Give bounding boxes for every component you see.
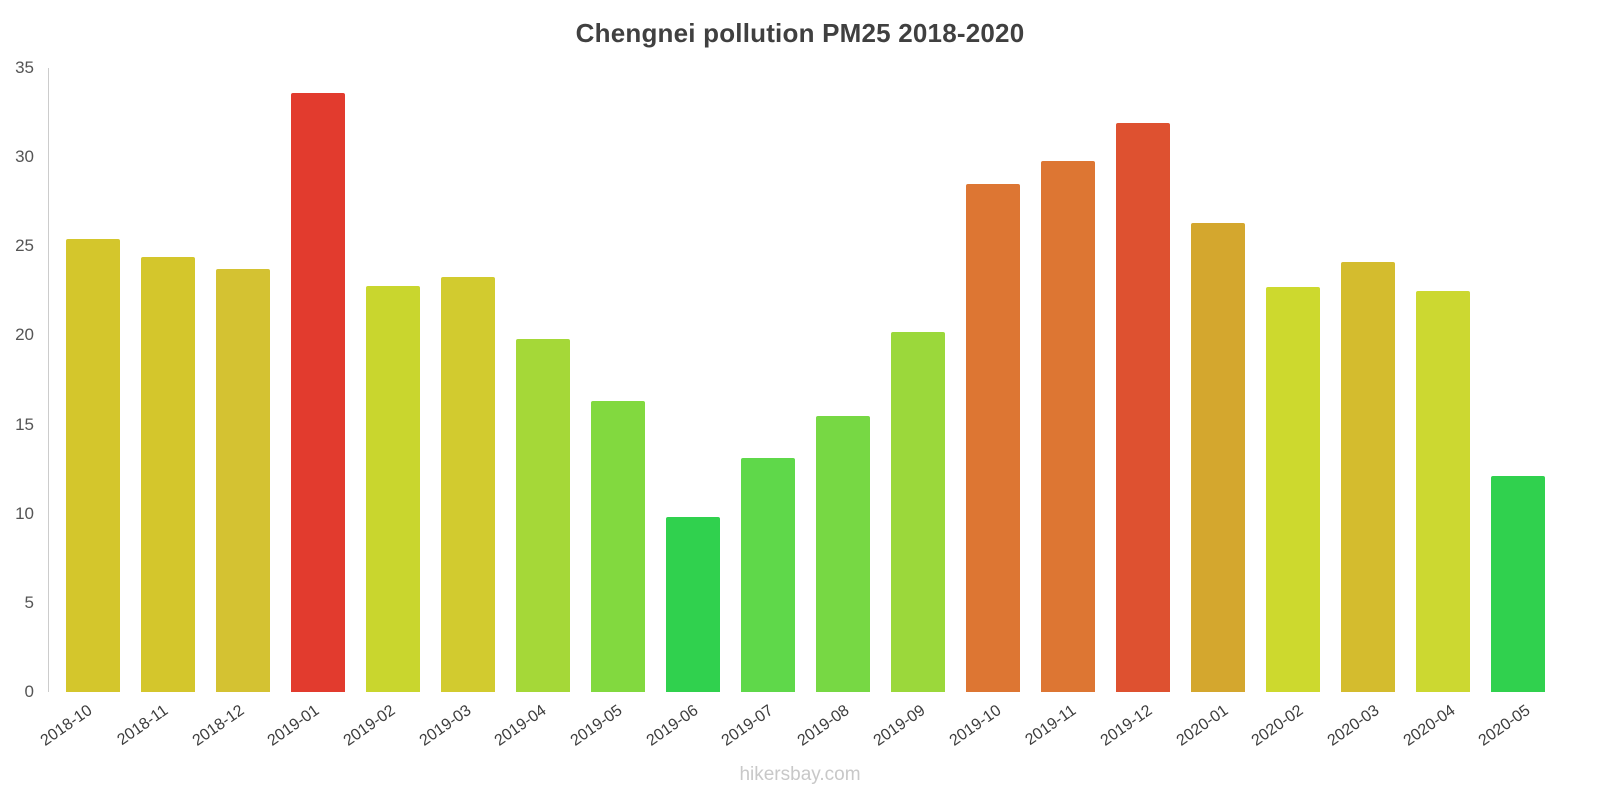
bar-slot-2019-02 (355, 68, 430, 692)
bar-2019-08 (815, 415, 870, 692)
x-label-2019-01: 2019-01 (264, 702, 323, 750)
bar-slot-2020-03 (1331, 68, 1406, 692)
x-label-2020-02: 2020-02 (1248, 702, 1307, 750)
y-tick-label-25: 25 (15, 236, 34, 256)
bar-2019-04 (515, 339, 570, 692)
bar-2019-06 (665, 517, 720, 692)
bar-2018-12 (215, 269, 270, 692)
bar-slot-2020-05 (1481, 68, 1556, 692)
bar-2019-12 (1116, 123, 1171, 692)
x-label-2019-05: 2019-05 (567, 702, 626, 750)
bar-slot-2019-10 (956, 68, 1031, 692)
y-axis: 0 5 10 15 20 25 30 35 (0, 58, 46, 701)
x-label-2019-03: 2019-03 (416, 702, 475, 750)
bar-2019-07 (740, 458, 795, 692)
y-tick-label-30: 30 (15, 147, 34, 167)
x-label-2020-01: 2020-01 (1173, 702, 1232, 750)
x-label-2019-12: 2019-12 (1097, 702, 1156, 750)
x-label-2019-07: 2019-07 (719, 702, 777, 750)
bar-2019-01 (290, 92, 345, 692)
x-label-2018-12: 2018-12 (189, 702, 248, 750)
plot-area (48, 68, 1562, 692)
x-axis: 2018-10 2018-11 2018-12 2019-01 2019-02 2019-… (38, 696, 1562, 766)
bar-2020-01 (1191, 223, 1246, 692)
bar-2019-02 (365, 285, 420, 692)
y-tick-label-5: 5 (24, 592, 34, 612)
bar-2020-05 (1491, 476, 1546, 692)
y-tick-label-0: 0 (24, 682, 34, 701)
y-tick-label-20: 20 (15, 325, 34, 345)
x-label-2019-11: 2019-11 (1022, 702, 1080, 749)
bar-2019-11 (1041, 160, 1096, 692)
bar-slot-2018-10 (55, 68, 130, 692)
y-tick-label-35: 35 (15, 58, 34, 77)
bar-2019-05 (590, 401, 645, 692)
x-label-2020-03: 2020-03 (1324, 702, 1383, 750)
x-label-2019-08: 2019-08 (794, 702, 853, 750)
x-label-2019-10: 2019-10 (946, 702, 1005, 750)
bar-2020-04 (1416, 290, 1471, 692)
x-label-2020-04: 2020-04 (1400, 702, 1459, 750)
x-label-2019-04: 2019-04 (491, 702, 550, 750)
y-tick-label-10: 10 (15, 503, 34, 523)
chart-title: Chengnei pollution PM25 2018-2020 (575, 18, 1025, 48)
bar-slot-2019-12 (1106, 68, 1181, 692)
y-tick-label-15: 15 (15, 414, 34, 434)
bar-slot-2019-04 (505, 68, 580, 692)
bar-slot-2019-05 (580, 68, 655, 692)
bar-2020-03 (1341, 262, 1396, 692)
bar-slot-2018-12 (205, 68, 280, 692)
bar-slot-2019-11 (1031, 68, 1106, 692)
x-label-2019-06: 2019-06 (643, 702, 702, 750)
bars-container (49, 68, 1562, 692)
bar-slot-2020-04 (1406, 68, 1481, 692)
bar-2019-10 (966, 183, 1021, 692)
bar-slot-2019-01 (280, 68, 355, 692)
bar-slot-2020-02 (1256, 68, 1331, 692)
bar-2019-03 (440, 276, 495, 692)
x-label-2019-02: 2019-02 (340, 702, 399, 750)
bar-slot-2019-08 (805, 68, 880, 692)
x-label-2018-10: 2018-10 (37, 702, 96, 750)
bar-2018-10 (65, 239, 120, 692)
bar-slot-2019-06 (655, 68, 730, 692)
x-label-2019-09: 2019-09 (870, 702, 929, 750)
bar-2020-02 (1266, 287, 1321, 692)
bar-slot-2019-09 (881, 68, 956, 692)
x-label-2020-05: 2020-05 (1476, 702, 1534, 750)
bar-2018-11 (140, 256, 195, 692)
bar-slot-2019-07 (730, 68, 805, 692)
watermark: hikersbay.com (739, 764, 861, 785)
x-label-2018-11: 2018-11 (114, 702, 172, 749)
bar-slot-2020-01 (1181, 68, 1256, 692)
bar-slot-2019-03 (430, 68, 505, 692)
bar-2019-09 (891, 331, 946, 692)
bar-slot-2018-11 (130, 68, 205, 692)
